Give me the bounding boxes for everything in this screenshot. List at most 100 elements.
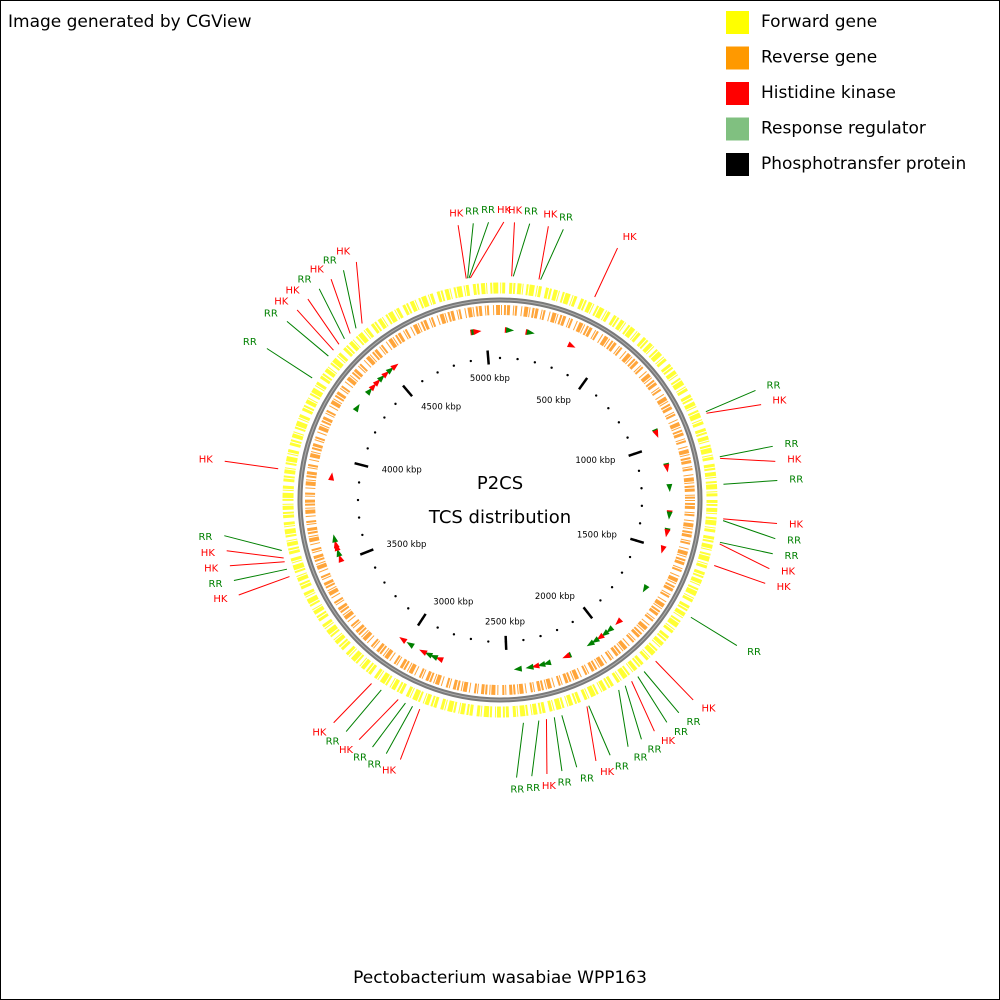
feature-callout [719,445,773,458]
minor-tick [628,555,632,559]
feature-arrow [537,661,546,667]
feature-callout [723,479,778,485]
center-subtitle: TCS distribution [428,507,571,528]
feature-arrow [543,659,552,666]
minor-tick [498,356,502,360]
feature-arrow [338,554,345,563]
feature-label: HK [339,745,354,756]
feature-arrow [381,370,390,379]
minor-tick [516,357,519,361]
feature-callout [540,229,564,280]
minor-tick [610,586,614,589]
feature-callout [561,715,578,768]
minor-tick [436,371,439,374]
tick-label: 1000 kbp [575,456,615,466]
feature-arrow [601,629,610,637]
feature-label: HK [336,247,351,258]
minor-tick [637,469,641,473]
feature-label: RR [674,727,688,738]
feature-callout [358,699,399,741]
feature-arrow [429,654,439,661]
feature-label: RR [558,778,572,789]
feature-arrow [385,367,394,375]
feature-label: HK [542,781,557,792]
feature-callout [722,520,776,540]
minor-tick [533,361,537,364]
feature-callout [624,685,642,740]
feature-arrow [566,341,576,348]
major-tick [582,606,594,620]
feature-label: RR [298,275,312,286]
tick-label: 3000 kbp [433,598,473,608]
feature-label: RR [198,532,212,543]
feature-arrow [586,639,596,647]
feature-callout [385,705,413,754]
feature-arrow [531,662,540,669]
feature-callout [512,223,531,277]
feature-callout [266,348,313,379]
feature-callout [457,225,467,279]
minor-tick [626,436,629,439]
feature-label: RR [323,255,337,266]
feature-label: HK [312,727,327,738]
minor-tick [599,599,602,602]
feature-callout [345,689,382,732]
feature-arrow [473,329,482,335]
minor-tick [617,421,621,424]
feature-label: RR [634,752,648,763]
feature-callout [719,543,770,570]
feature-label: HK [449,208,464,219]
feature-arrow [513,665,523,672]
feature-label: HK [787,455,802,466]
minor-tick [383,581,386,584]
feature-callout [343,270,357,329]
feature-label: RR [465,206,479,217]
feature-arrow [652,429,659,438]
legend-swatch [726,117,749,141]
tick-label: 4000 kbp [382,466,422,476]
feature-arrow [525,663,534,670]
feature-label: RR [510,784,524,795]
minor-tick [436,626,439,629]
feature-arrow [352,404,360,413]
minor-tick [487,640,490,643]
feature-arrow [419,649,428,656]
feature-label: HK [777,582,792,593]
major-tick [578,377,589,391]
feature-label: HK [201,548,216,559]
feature-arrow [364,387,373,396]
feature-label: RR [785,551,799,562]
feature-callout [333,683,372,724]
feature-callout [631,681,655,732]
feature-callout [538,226,549,280]
major-tick [359,548,374,556]
legend-label: Reverse gene [761,48,877,68]
feature-label: HK [543,209,558,220]
feature-arrow [376,374,385,383]
feature-label: RR [264,309,278,320]
feature-label: HK [600,767,615,778]
feature-callout [706,404,762,414]
feature-arrow [664,528,671,538]
feature-label: RR [615,761,629,772]
header-note: Image generated by CGView [8,12,252,32]
feature-callout [286,320,329,357]
feature-callout [224,535,282,551]
minor-tick [620,571,624,574]
tick-label: 2500 kbp [485,617,525,627]
feature-arrow [591,636,601,644]
feature-callout [723,518,778,524]
minor-tick [383,416,386,419]
forward-gene-ring [282,282,718,718]
feature-callout [468,222,489,279]
feature-callout [355,261,363,324]
feature-callout [238,576,290,596]
feature-arrow [642,584,650,593]
feature-callout [307,298,340,345]
tick-label: 4500 kbp [421,402,461,412]
feature-label: HK [286,285,301,296]
feature-label: RR [481,205,495,216]
minor-tick [555,628,559,632]
